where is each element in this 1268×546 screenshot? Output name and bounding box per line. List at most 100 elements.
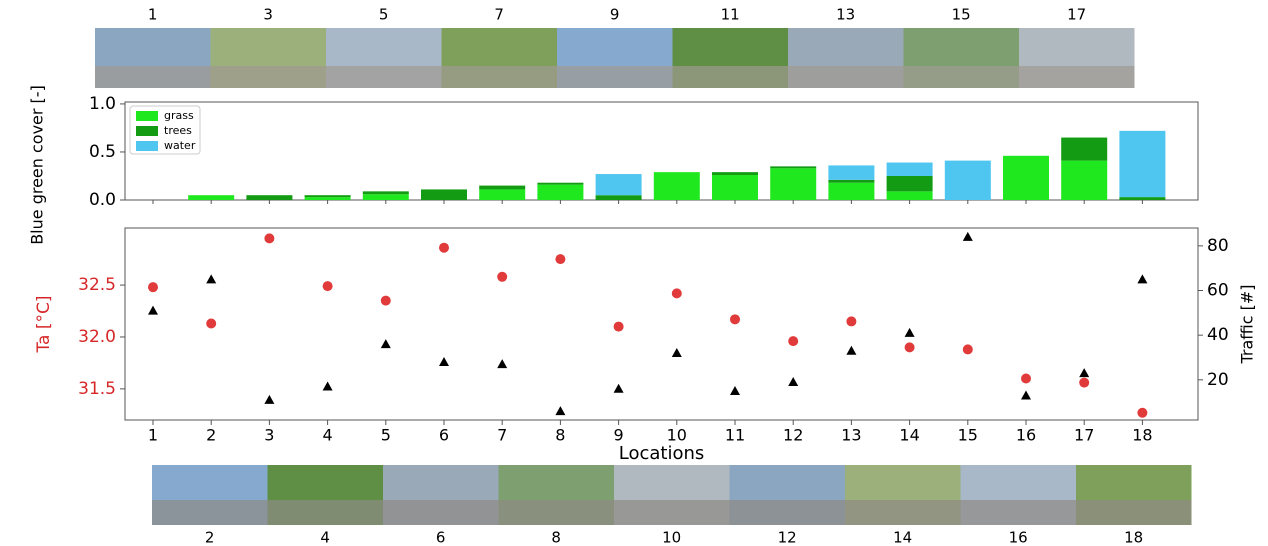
photo-label: 18 (1124, 529, 1143, 546)
traffic-marker (1137, 274, 1148, 284)
temperature-marker (671, 288, 682, 299)
photo-ground (383, 500, 499, 525)
x-tick-label: 9 (614, 426, 624, 445)
legend-frame (129, 105, 201, 155)
bar-segment (595, 195, 642, 200)
temperature-marker (555, 254, 566, 265)
traffic-marker (1021, 390, 1031, 400)
legend-label: grass (164, 109, 194, 122)
traffic-marker (439, 356, 449, 366)
bar-segment (712, 175, 758, 200)
temperature-marker (380, 295, 391, 306)
x-axis-label: Locations (619, 443, 705, 464)
bar-segment (886, 191, 933, 200)
x-tick-label: 4 (323, 426, 333, 445)
x-tick-label: 7 (497, 426, 507, 445)
photo-ground (498, 500, 614, 525)
bar-segment (479, 185, 526, 190)
x-tick-label: 6 (439, 426, 449, 445)
photo-label: 10 (662, 529, 681, 546)
traffic-marker (206, 274, 217, 284)
traffic-marker (613, 383, 624, 393)
x-tick-label: 10 (667, 426, 687, 445)
photo-label: 16 (1009, 529, 1028, 546)
temperature-marker (1021, 373, 1031, 384)
y2-tick-label: 20 (1207, 370, 1229, 390)
bar-segment (479, 189, 526, 200)
x-tick-label: 8 (555, 426, 565, 445)
bar-segment (304, 197, 351, 200)
temperature-marker (148, 282, 158, 293)
bar-segment (828, 165, 875, 180)
traffic-marker (788, 377, 799, 387)
x-tick-label: 2 (206, 426, 216, 445)
bar-segment (770, 166, 817, 169)
legend-label: trees (164, 124, 192, 137)
y2-tick-label: 60 (1207, 281, 1229, 301)
y-tick-label: 32.5 (78, 275, 116, 295)
bar-segment (1119, 197, 1166, 200)
traffic-marker (730, 385, 740, 395)
photo-ground (152, 500, 268, 525)
traffic-marker (1079, 368, 1090, 378)
photo-ground (903, 66, 1019, 88)
traffic-marker (497, 359, 508, 369)
x-tick-label: 14 (899, 426, 919, 445)
photo-label: 1 (148, 6, 158, 24)
photo-label: 2 (205, 529, 215, 546)
bar-segment (595, 174, 642, 196)
temperature-marker (613, 321, 624, 332)
y-tick-label: 32.0 (78, 327, 116, 347)
temperature-marker (962, 344, 973, 355)
x-tick-label: 11 (725, 426, 745, 445)
bar-segment (1119, 130, 1166, 198)
photo-ground (95, 66, 211, 88)
bar-segment (886, 175, 933, 192)
photo-label: 5 (379, 6, 389, 24)
bar-segment (1003, 155, 1049, 200)
photo-ground (267, 500, 383, 525)
traffic-marker (904, 327, 915, 337)
photo-ground (210, 66, 326, 88)
photo-label: 14 (893, 529, 912, 546)
y-tick-label: 0.5 (89, 142, 116, 162)
traffic-marker (380, 339, 391, 349)
bar-segment (944, 160, 991, 200)
traffic-marker (962, 231, 973, 241)
photo-label: 11 (721, 6, 740, 24)
photo-ground (614, 500, 730, 525)
bar-segment (362, 191, 409, 195)
bar-segment (1061, 137, 1108, 161)
photo-ground (1076, 500, 1192, 525)
legend-swatch (136, 141, 158, 151)
photo-label: 3 (263, 6, 273, 24)
x-tick-label: 18 (1132, 426, 1152, 445)
traffic-marker (322, 381, 333, 391)
y-tick-label: 31.5 (78, 379, 116, 399)
bar-segment (712, 172, 758, 176)
temperature-marker (439, 242, 449, 253)
bar-segment (246, 195, 293, 200)
photo-ground (729, 500, 845, 525)
plot-frame (124, 227, 1199, 421)
legend-swatch (136, 111, 158, 121)
photo-ground (672, 66, 788, 88)
photo-label: 8 (551, 529, 561, 546)
bar-segment (304, 195, 351, 198)
x-tick-label: 17 (1074, 426, 1094, 445)
bar-segment (828, 179, 875, 183)
photo-label: 12 (778, 529, 797, 546)
traffic-marker (555, 406, 566, 416)
bar-segment (362, 194, 409, 200)
x-tick-label: 5 (381, 426, 391, 445)
temperature-marker (1137, 407, 1148, 418)
traffic-marker (264, 394, 275, 404)
temperature-marker (264, 233, 275, 244)
x-tick-label: 16 (1016, 426, 1036, 445)
bar-segment (537, 182, 584, 185)
photo-label: 17 (1067, 6, 1086, 24)
bar-segment (886, 162, 933, 176)
temperature-marker (846, 316, 857, 327)
photo-ground (845, 500, 961, 525)
temperature-marker (904, 342, 915, 353)
